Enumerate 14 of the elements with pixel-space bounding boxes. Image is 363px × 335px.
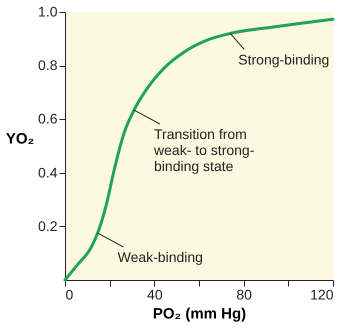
y-tick-label: 1.0 — [38, 4, 58, 20]
annotation: Transition from weak- to strong- binding state — [153, 126, 255, 174]
y-tick-label: 0.8 — [38, 57, 58, 74]
x-tick-label: 0 — [66, 286, 74, 302]
y-tick-label: 0.4 — [38, 164, 58, 180]
x-tick-label: 40 — [147, 286, 163, 302]
x-tick-label: 80 — [236, 286, 252, 302]
y-axis-title: YO₂ — [6, 130, 34, 148]
x-tick-label: 120 — [310, 286, 334, 302]
y-tick-label: 0.6 — [38, 110, 58, 127]
x-axis-title: PO₂ (mm Hg) — [152, 306, 246, 322]
annotation: Strong-binding — [238, 51, 330, 68]
annotation: Weak-binding — [118, 249, 203, 266]
y-tick-label: 0.2 — [38, 218, 58, 234]
